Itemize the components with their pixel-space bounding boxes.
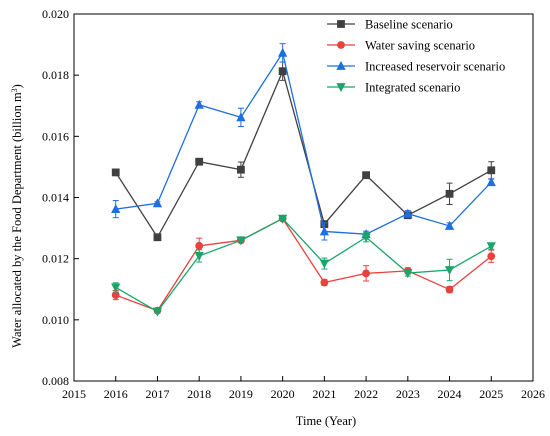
series-3-line	[115, 51, 492, 235]
series-4-point-2021	[319, 259, 329, 269]
series-1-point-2022	[362, 171, 370, 180]
x-axis-title: Time (Year)	[296, 414, 356, 428]
x-tick-label-2019: 2019	[229, 387, 253, 401]
y-tick-label-0.008: 0.008	[42, 374, 69, 388]
legend-swatch-marker-1	[337, 20, 345, 28]
y-tick-label-0.016: 0.016	[42, 129, 69, 143]
series-4-point-2025	[486, 242, 496, 252]
x-tick-label-2016: 2016	[104, 387, 128, 401]
legend-label-2: Water saving scenario	[365, 39, 475, 53]
series-1-point-2020	[278, 67, 287, 76]
x-tick-label-2020: 2020	[271, 387, 295, 401]
series-4-point-2018	[194, 252, 204, 262]
x-tick-label-2022: 2022	[354, 387, 378, 401]
series-4-point-2022	[361, 233, 371, 243]
x-tick-label-2026: 2026	[521, 387, 545, 401]
series-1-point-2016	[111, 168, 120, 177]
series-2-point-2016	[111, 291, 120, 299]
y-tick-label-0.012: 0.012	[42, 252, 69, 266]
series-2-point-2018	[195, 241, 204, 250]
series-1-point-2024	[445, 189, 454, 198]
series-3-point-2021	[319, 226, 329, 236]
x-tick-label-2015: 2015	[62, 387, 86, 401]
series-3-point-2016	[111, 204, 121, 214]
series-3-point-2024	[444, 220, 455, 230]
legend-item-2: Water saving scenario	[327, 39, 475, 53]
y-axis: 0.008 0.010 0.012 0.014 0.016 0.018 0.020	[42, 7, 79, 388]
y-tick-label-0.014: 0.014	[42, 191, 69, 205]
series-3-point-2020	[278, 47, 288, 57]
series-2-point-2025	[487, 252, 496, 261]
series-4-point-2017	[152, 307, 163, 317]
y-axis-title-main: Water allocated by the Food Department (…	[10, 92, 24, 348]
legend-label-1: Baseline scenario	[365, 18, 453, 32]
series-1-point-2018	[195, 157, 204, 166]
series-2	[111, 214, 496, 315]
legend-label-3: Increased reservoir scenario	[365, 60, 505, 74]
series-4-point-2016	[111, 283, 121, 293]
series-layer	[111, 43, 496, 317]
x-tick-label-2018: 2018	[187, 387, 211, 401]
series-4-line	[115, 217, 492, 313]
legend: Baseline scenario Water saving scenario In…	[327, 18, 505, 95]
series-3-point-2017	[152, 198, 163, 208]
series-4	[111, 214, 496, 317]
y-tick-label-0.018: 0.018	[42, 68, 69, 82]
series-3-point-2019	[236, 112, 246, 122]
legend-swatch-marker-2	[337, 41, 345, 49]
y-axis-title-sup: 3	[10, 88, 19, 92]
y-tick-label-0.010: 0.010	[42, 313, 69, 327]
series-2-point-2024	[445, 285, 454, 294]
series-1-point-2017	[153, 233, 162, 242]
series-3-point-2018	[194, 99, 204, 109]
legend-item-1: Baseline scenario	[327, 18, 453, 32]
series-4-point-2023	[403, 269, 413, 279]
series-2-point-2021	[320, 278, 329, 287]
series-3-point-2023	[403, 208, 413, 218]
x-tick-label-2021: 2021	[312, 387, 336, 401]
x-tick-label-2024: 2024	[438, 387, 462, 401]
y-axis-title-close: )	[10, 84, 24, 88]
legend-swatch-marker-4	[336, 83, 346, 93]
legend-item-3: Increased reservoir scenario	[327, 60, 505, 74]
series-1	[111, 61, 496, 242]
y-tick-label-0.020: 0.020	[42, 7, 69, 21]
series-1-point-2025	[487, 166, 496, 175]
series-1-line	[115, 69, 492, 239]
series-2-line	[115, 217, 492, 312]
x-tick-label-2025: 2025	[479, 387, 503, 401]
series-4-point-2024	[444, 266, 455, 276]
series-3-point-2025	[486, 177, 496, 187]
series-2-point-2022	[362, 269, 370, 278]
x-axis: 2015 2016 2017 2018 2019 2020 2021 2022 2023 2024…	[62, 376, 545, 401]
legend-item-4: Integrated scenario	[327, 81, 460, 95]
x-tick-label-2023: 2023	[396, 387, 420, 401]
series-1-point-2019	[237, 165, 245, 174]
x-tick-label-2017: 2017	[145, 387, 169, 401]
legend-swatch-marker-3	[336, 60, 346, 70]
series-4-point-2020	[278, 214, 288, 224]
legend-label-4: Integrated scenario	[365, 81, 460, 95]
series-4-point-2019	[236, 236, 246, 246]
y-axis-title: Water allocated by the Food Department (…	[10, 84, 25, 348]
